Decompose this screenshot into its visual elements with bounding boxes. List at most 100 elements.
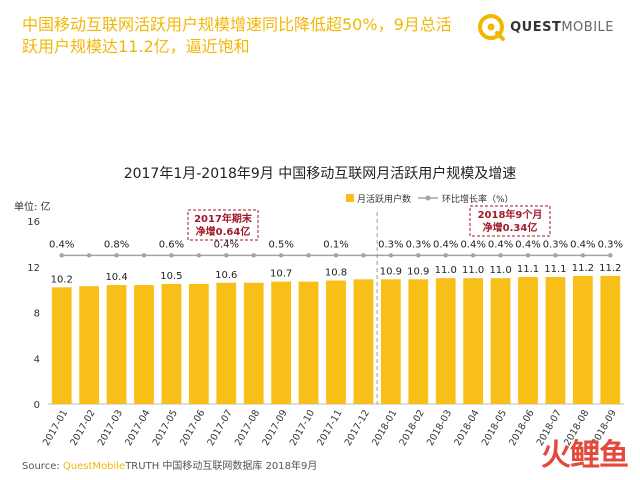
growth-rate-point	[278, 253, 284, 258]
headline: 中国移动互联网活跃用户规模增速同比降低超50%，9月总活跃用户规模达11.2亿，…	[22, 15, 452, 56]
x-tick-label: 2017-12	[343, 408, 372, 448]
bar	[380, 279, 401, 404]
bar	[243, 282, 264, 404]
x-tick-label: 2017-11	[315, 408, 344, 448]
growth-rate-label: 0.4%	[214, 239, 239, 250]
growth-rate-label: 0.6%	[159, 239, 184, 250]
growth-rate-point	[470, 253, 476, 258]
bar	[106, 285, 127, 404]
x-tick-label: 2017-03	[96, 408, 125, 448]
growth-rate-label: 0.3%	[598, 239, 623, 250]
bar-value-label: 11.2	[572, 263, 594, 274]
x-tick-label: 2017-09	[260, 408, 289, 448]
annotation-line2: 净增0.64亿	[196, 225, 251, 238]
x-tick-label: 2017-06	[178, 408, 207, 448]
bar	[463, 278, 484, 404]
bar-value-label: 11.1	[517, 264, 539, 275]
x-tick-label: 2018-06	[507, 408, 536, 448]
growth-rate-point	[361, 253, 366, 258]
x-tick-label: 2018-01	[370, 408, 399, 448]
bar-value-label: 11.0	[435, 265, 457, 276]
chart-title: 2017年1月-2018年9月 中国移动互联网月活跃用户规模及增速	[123, 166, 517, 182]
x-tick-label: 2017-05	[151, 408, 180, 448]
growth-rate-point	[224, 253, 229, 258]
x-tick-label: 2018-04	[452, 408, 481, 448]
y-tick-label: 4	[34, 354, 40, 365]
annotation-line2: 净增0.34亿	[483, 221, 538, 234]
growth-rate-point	[141, 253, 147, 258]
x-tick-label: 2017-10	[288, 408, 317, 448]
bar-value-label: 11.2	[599, 263, 621, 274]
growth-rate-point	[525, 253, 531, 258]
x-tick-label: 2017-08	[233, 408, 262, 448]
bar	[51, 287, 72, 404]
growth-rate-label: 0.3%	[406, 239, 431, 250]
growth-rate-point	[416, 253, 421, 258]
x-tick-label: 2017-02	[68, 408, 97, 448]
bar	[134, 285, 154, 404]
growth-rate-point	[608, 253, 613, 258]
growth-rate-point	[196, 253, 202, 258]
bar-value-label: 10.4	[105, 272, 127, 283]
bar	[161, 283, 182, 404]
growth-rate-label: 0.4%	[515, 239, 540, 250]
x-tick-label: 2017-04	[123, 408, 152, 448]
bar-value-label: 11.0	[489, 265, 511, 276]
bar	[326, 280, 346, 404]
bar	[572, 275, 593, 404]
y-axis-label: 单位: 亿	[14, 200, 51, 213]
growth-rate-point	[553, 253, 558, 258]
watermark-logo: 火鲤鱼	[541, 438, 629, 473]
growth-rate-point	[498, 253, 503, 258]
growth-rate-label: 0.3%	[543, 239, 568, 250]
legend-swatch-bar	[346, 194, 354, 202]
growth-rate-label: 0.4%	[433, 239, 458, 250]
growth-rate-label: 0.3%	[378, 239, 403, 250]
x-tick-label: 2018-05	[480, 408, 509, 448]
growth-rate-label: 0.5%	[268, 239, 293, 250]
bar	[490, 278, 511, 404]
bar	[298, 281, 319, 404]
y-tick-label: 12	[27, 263, 40, 274]
growth-rate-label: 0.4%	[570, 239, 595, 250]
y-tick-label: 16	[27, 217, 40, 228]
annotation-line1: 2017年期末	[194, 212, 253, 225]
bar-value-label: 10.9	[380, 266, 402, 277]
bar	[271, 281, 292, 404]
bar-value-label: 10.9	[407, 266, 429, 277]
bar	[216, 282, 237, 404]
bar-value-label: 10.5	[160, 271, 182, 282]
x-tick-label: 2018-02	[398, 408, 427, 448]
growth-rate-point	[86, 253, 92, 258]
bar	[353, 279, 374, 404]
legend-swatch-marker	[425, 195, 431, 201]
logo-wordmark: QUESTMOBILE	[510, 19, 614, 35]
annotation-box	[469, 205, 551, 237]
x-tick-label: 2017-07	[206, 408, 235, 448]
bar-value-label: 11.0	[462, 265, 484, 276]
bar-value-label: 10.2	[51, 274, 73, 285]
bar-value-label: 11.1	[544, 264, 566, 275]
source-note: Source: QuestMobileTRUTH 中国移动互联网数据库 2018…	[22, 461, 318, 472]
questmobile-logo-icon	[478, 14, 506, 41]
legend-label-bar: 月活跃用户数	[357, 193, 411, 205]
bar	[518, 277, 538, 404]
growth-rate-point	[59, 253, 64, 258]
questmobile-logo: QUESTMOBILE	[476, 12, 614, 42]
growth-rate-label: 0.1%	[323, 239, 348, 250]
y-tick-label: 0	[34, 400, 40, 411]
bar	[600, 275, 621, 404]
growth-rate-point	[251, 253, 256, 258]
x-tick-label: 2017-01	[41, 408, 70, 448]
growth-rate-point	[333, 253, 339, 258]
bar	[188, 283, 209, 404]
growth-rate-point	[114, 253, 119, 258]
bar	[435, 278, 456, 404]
growth-rate-label: 0.4%	[460, 239, 485, 250]
growth-rate-label: 0.4%	[488, 239, 513, 250]
bar-value-label: 10.8	[325, 267, 347, 278]
x-tick-label: 2018-03	[425, 408, 454, 448]
growth-rate-point	[388, 253, 394, 258]
bar-value-label: 10.6	[215, 270, 237, 281]
